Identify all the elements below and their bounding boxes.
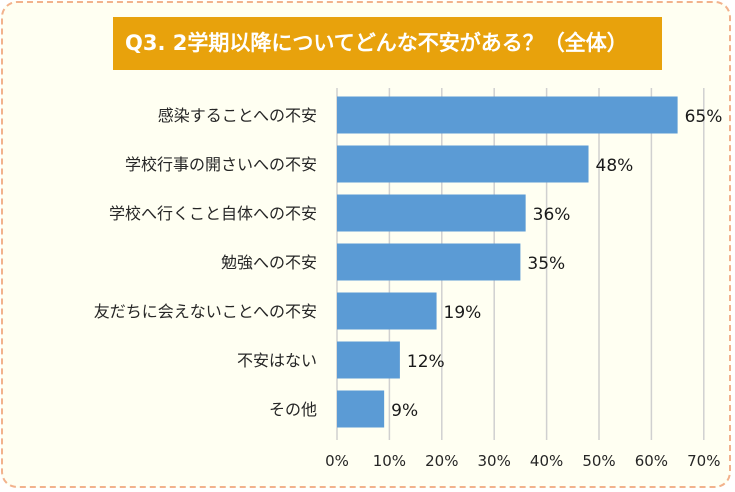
bar <box>337 145 589 183</box>
x-tick-label: 40% <box>530 452 563 470</box>
category-label: 不安はない <box>237 351 317 370</box>
bar <box>337 341 400 379</box>
x-axis-ticks: 0% 10% 20% 30% 40% 50% 60% 70% <box>325 452 720 470</box>
chart-title: Q3. 2学期以降についてどんな不安がある？（全体） <box>113 17 662 70</box>
category-label: 友だちに会えないことへの不安 <box>94 302 317 321</box>
x-tick-label: 50% <box>582 452 615 470</box>
category-label: 感染することへの不安 <box>158 106 317 125</box>
x-tick-label: 70% <box>687 452 720 470</box>
x-tick-label: 30% <box>478 452 511 470</box>
category-label: 学校へ行くこと自体への不安 <box>109 204 317 223</box>
bar <box>337 243 521 281</box>
x-tick-label: 0% <box>325 452 349 470</box>
value-label: 35% <box>527 254 565 274</box>
category-label: その他 <box>269 400 317 419</box>
bars <box>337 96 678 428</box>
x-tick-label: 20% <box>425 452 458 470</box>
bar <box>337 292 437 330</box>
category-labels: 感染することへの不安学校行事の開さいへの不安学校へ行くこと自体への不安勉強への不… <box>94 106 317 419</box>
x-tick-label: 60% <box>635 452 668 470</box>
value-label: 9% <box>391 401 418 421</box>
value-label: 19% <box>444 303 482 323</box>
category-label: 学校行事の開さいへの不安 <box>125 155 317 174</box>
x-tick-label: 10% <box>373 452 406 470</box>
value-label: 12% <box>407 352 445 372</box>
bar <box>337 390 385 428</box>
category-label: 勉強への不安 <box>221 253 317 272</box>
bar <box>337 96 678 134</box>
value-label: 36% <box>533 205 571 225</box>
value-label: 48% <box>596 156 634 176</box>
value-label: 65% <box>685 107 723 127</box>
bar <box>337 194 526 232</box>
value-labels: 65% 48% 36% 35% 19% 12% 9% <box>391 107 722 421</box>
